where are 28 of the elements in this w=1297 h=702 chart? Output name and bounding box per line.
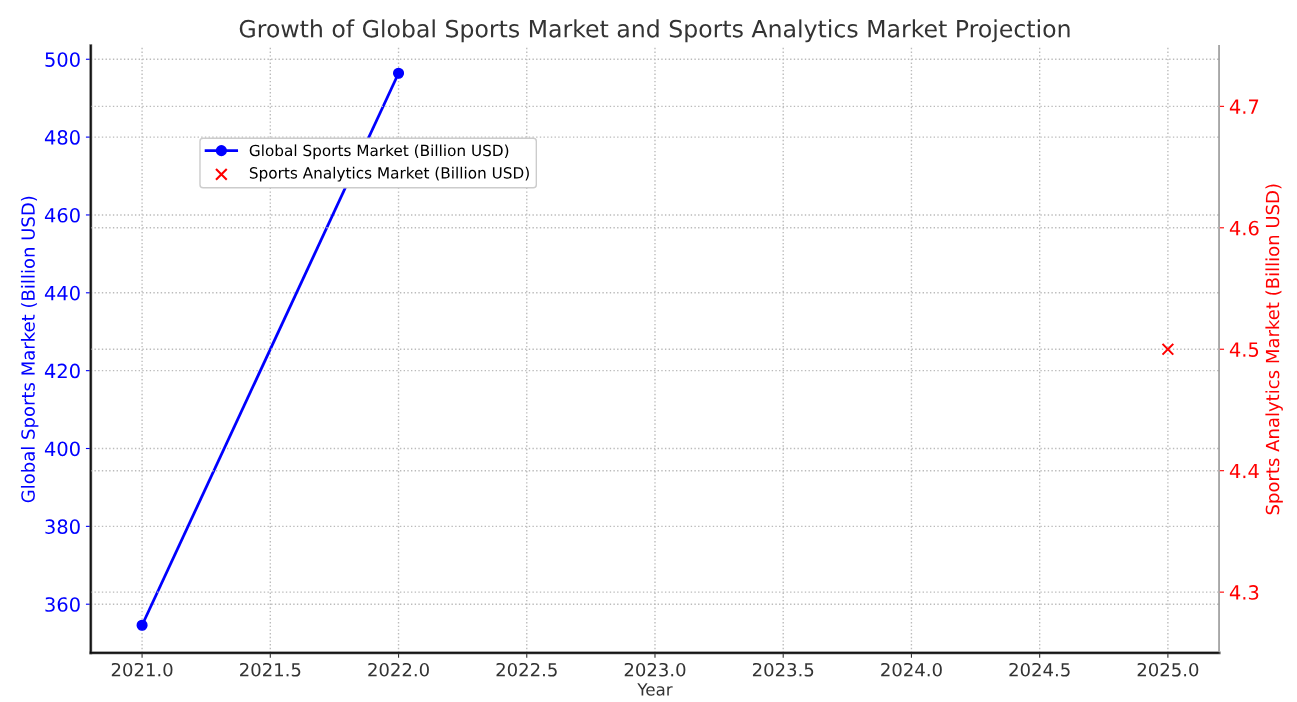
y-tick-label: 480	[44, 130, 80, 145]
y-tick-label: 380	[45, 519, 80, 535]
x-tick-label: 2023.0	[624, 662, 686, 677]
x-tick-label: 2024.5	[1009, 662, 1070, 677]
y-tick-label: 360	[45, 597, 80, 612]
x-tick-label: 2024.0	[881, 662, 942, 677]
x-tick-label: 2022.0	[368, 662, 429, 677]
x-tick-label: 2023.5	[752, 662, 814, 677]
y2-tick-label: 4.4	[1229, 463, 1259, 479]
x-tick-label: 2025.0	[1137, 662, 1199, 677]
y-tick-label: 400	[44, 441, 80, 457]
x-tick-label: 2021.5	[240, 662, 301, 677]
chart-title: Growth of Global Sports Market and Sports Analytics Market Projection	[239, 19, 1070, 43]
y2-tick-label: 4.3	[1229, 585, 1259, 600]
y2-tick-label: 4.5	[1229, 342, 1259, 357]
x-tick-label: 2022.5	[496, 662, 557, 677]
y-axis-title: Global Sports Market (Billion USD)	[20, 196, 39, 503]
y-tick-label: 460	[44, 207, 80, 223]
y2-tick-label: 4.6	[1229, 220, 1259, 236]
y2-axis-title: Sports Analytics Market (Billion USD)	[1265, 184, 1283, 515]
x-axis-title: Year	[637, 683, 673, 696]
y2-tick-label: 4.7	[1229, 99, 1259, 114]
legend-label: Global Sports Market (Billion USD)	[249, 144, 509, 160]
y-tick-label: 420	[44, 363, 80, 379]
y-tick-label: 500	[45, 52, 80, 67]
legend-label: Sports Analytics Market (Billion USD)	[249, 166, 529, 182]
y-tick-label: 440	[44, 285, 80, 301]
x-tick-label: 2021.0	[111, 662, 173, 677]
